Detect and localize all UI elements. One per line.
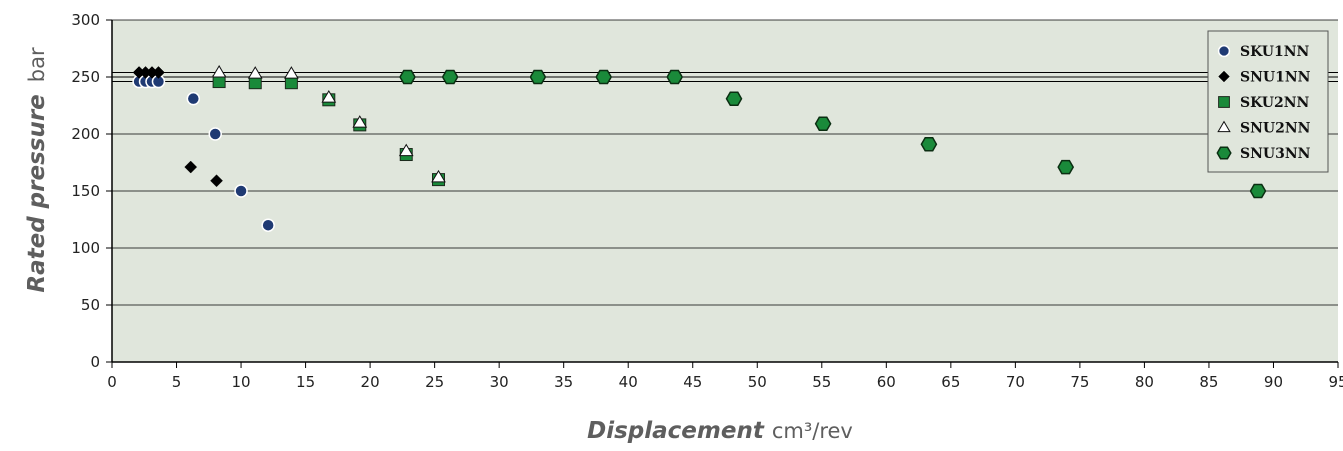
data-point-sku1nn bbox=[235, 185, 247, 197]
x-tick-label: 85 bbox=[1199, 373, 1218, 391]
x-tick-label: 25 bbox=[425, 373, 444, 391]
x-tick-label: 35 bbox=[554, 373, 573, 391]
legend-label: SNU3NN bbox=[1240, 146, 1311, 162]
data-point-snu3nn bbox=[596, 71, 611, 84]
data-point-snu3nn bbox=[530, 71, 545, 84]
y-tick-labels: 0 50 100 150 200 250 300 bbox=[71, 11, 100, 371]
y-axis-title: Rated pressure bar bbox=[24, 47, 50, 293]
x-axis-title-unit: cm³/rev bbox=[772, 419, 853, 443]
y-tick-label: 200 bbox=[71, 125, 100, 143]
x-tick-label: 70 bbox=[1006, 373, 1025, 391]
data-point-snu3nn bbox=[727, 92, 742, 105]
x-tick-label: 40 bbox=[619, 373, 638, 391]
y-tick-label: 250 bbox=[71, 68, 100, 86]
legend: SKU1NN SNU1NN SKU2NN SNU2NN SNU3NN bbox=[1208, 31, 1328, 172]
x-tick-label: 90 bbox=[1264, 373, 1283, 391]
x-tick-label: 0 bbox=[107, 373, 117, 391]
data-point-snu3nn bbox=[400, 71, 415, 84]
legend-label: SKU2NN bbox=[1240, 95, 1310, 111]
x-tick-label: 75 bbox=[1070, 373, 1089, 391]
data-point-snu3nn bbox=[443, 71, 458, 84]
legend-label: SNU2NN bbox=[1240, 121, 1311, 137]
x-tick-label: 55 bbox=[812, 373, 831, 391]
data-point-snu3nn bbox=[816, 117, 831, 130]
data-point-snu3nn bbox=[667, 71, 682, 84]
x-tick-label: 95 bbox=[1328, 373, 1343, 391]
x-tick-label: 60 bbox=[877, 373, 896, 391]
legend-label: SNU1NN bbox=[1240, 70, 1311, 86]
legend-label: SKU1NN bbox=[1240, 44, 1310, 60]
y-tick-label: 0 bbox=[90, 353, 100, 371]
y-tick-label: 50 bbox=[81, 296, 100, 314]
data-point-sku1nn bbox=[187, 93, 199, 105]
x-tick-label: 20 bbox=[361, 373, 380, 391]
x-tick-label: 80 bbox=[1135, 373, 1154, 391]
x-tick-label: 30 bbox=[490, 373, 509, 391]
y-axis-title-unit: bar bbox=[25, 47, 49, 82]
x-tick-label: 45 bbox=[683, 373, 702, 391]
data-point-sku1nn bbox=[262, 219, 274, 231]
legend-marker-snu3nn bbox=[1217, 147, 1231, 159]
y-axis-title-main: Rated pressure bbox=[24, 94, 50, 292]
x-tick-label: 15 bbox=[296, 373, 315, 391]
x-axis-title: Displacement cm³/rev bbox=[587, 418, 853, 444]
x-tick-label: 50 bbox=[748, 373, 767, 391]
x-axis-title-main: Displacement bbox=[587, 418, 765, 444]
x-tick-label: 5 bbox=[172, 373, 182, 391]
x-tick-labels: 0 5 10 15 20 25 30 35 40 45 50 55 60 65 70 75 80 85 90 95 bbox=[107, 373, 1343, 391]
x-tick-label: 65 bbox=[941, 373, 960, 391]
legend-marker-sku1nn bbox=[1219, 46, 1230, 57]
data-point-snu3nn bbox=[1251, 185, 1266, 198]
legend-marker-sku2nn bbox=[1219, 97, 1230, 108]
x-tick-label: 10 bbox=[232, 373, 251, 391]
data-point-snu3nn bbox=[921, 138, 936, 151]
y-tick-label: 150 bbox=[71, 182, 100, 200]
data-point-snu3nn bbox=[1058, 161, 1073, 174]
data-point-sku1nn bbox=[209, 128, 221, 140]
y-tick-label: 300 bbox=[71, 11, 100, 29]
y-tick-label: 100 bbox=[71, 239, 100, 257]
